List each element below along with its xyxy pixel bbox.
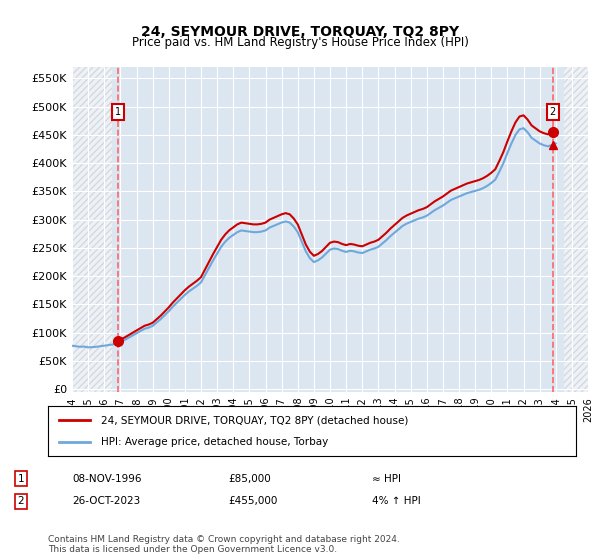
Text: 24, SEYMOUR DRIVE, TORQUAY, TQ2 8PY: 24, SEYMOUR DRIVE, TORQUAY, TQ2 8PY: [141, 25, 459, 39]
Text: £85,000: £85,000: [228, 474, 271, 484]
Text: ≈ HPI: ≈ HPI: [372, 474, 401, 484]
Text: HPI: Average price, detached house, Torbay: HPI: Average price, detached house, Torb…: [101, 437, 328, 447]
Text: 1: 1: [17, 474, 25, 484]
Bar: [564, 67, 588, 392]
Text: 2: 2: [17, 496, 25, 506]
Text: 2: 2: [550, 108, 556, 118]
Text: Price paid vs. HM Land Registry's House Price Index (HPI): Price paid vs. HM Land Registry's House …: [131, 36, 469, 49]
Bar: [72, 67, 112, 392]
Text: 08-NOV-1996: 08-NOV-1996: [72, 474, 142, 484]
Text: £455,000: £455,000: [228, 496, 277, 506]
Text: 24, SEYMOUR DRIVE, TORQUAY, TQ2 8PY (detached house): 24, SEYMOUR DRIVE, TORQUAY, TQ2 8PY (det…: [101, 415, 408, 425]
Text: 4% ↑ HPI: 4% ↑ HPI: [372, 496, 421, 506]
Text: 26-OCT-2023: 26-OCT-2023: [72, 496, 140, 506]
Text: Contains HM Land Registry data © Crown copyright and database right 2024.
This d: Contains HM Land Registry data © Crown c…: [48, 535, 400, 554]
Text: 1: 1: [115, 108, 121, 118]
